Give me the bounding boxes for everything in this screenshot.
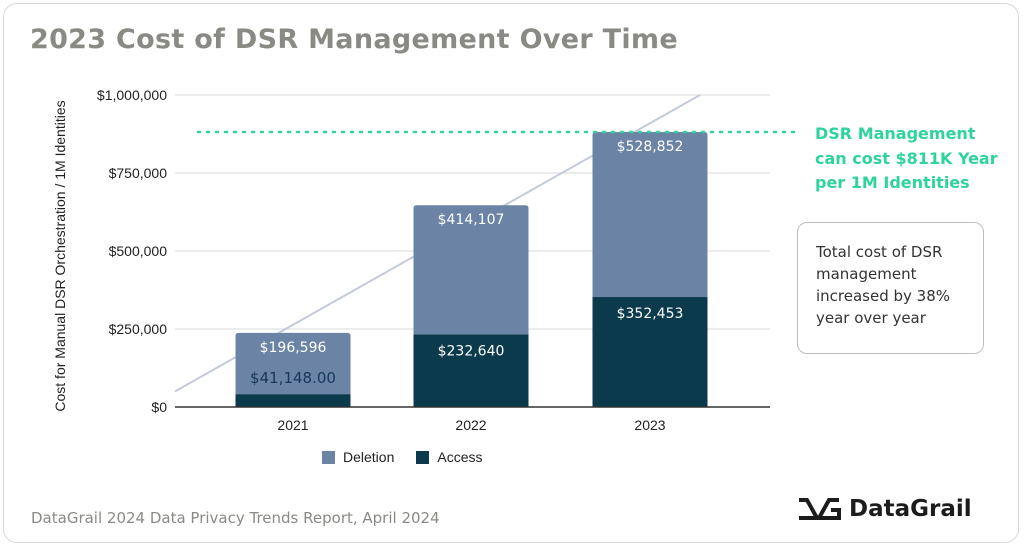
bar-deletion-2023 (592, 132, 708, 298)
chart-title: 2023 Cost of DSR Management Over Time (30, 24, 678, 55)
threshold-callout: DSR Management can cost $811K Year per 1… (815, 122, 998, 196)
bar-access-2021 (235, 394, 351, 407)
x-tick-label: 2022 (455, 417, 486, 433)
legend-item-deletion: Deletion (322, 449, 394, 465)
bar-deletion-2021 (235, 332, 351, 395)
bar-access-2022 (413, 334, 529, 407)
data-label-access: $41,148.00 (250, 369, 336, 387)
x-tick-label: 2023 (634, 417, 665, 433)
data-label-access: $352,453 (617, 306, 684, 322)
y-tick-label: $500,000 (109, 243, 168, 259)
data-label-deletion: $528,852 (617, 139, 684, 155)
threshold-callout-line: DSR Management (815, 124, 976, 143)
y-tick-label: $1,000,000 (97, 87, 167, 103)
legend: Deletion Access (322, 449, 483, 465)
y-tick-label: $750,000 (109, 165, 168, 181)
summary-callout: Total cost of DSR management increased b… (797, 222, 984, 354)
legend-label: Access (437, 449, 483, 465)
threshold-callout-line: can cost $811K Year (815, 148, 998, 168)
bar-deletion-2022 (413, 205, 529, 335)
data-label-deletion: $196,596 (260, 340, 327, 356)
threshold-callout-line: per 1M Identities (815, 173, 970, 192)
source-footer: DataGrail 2024 Data Privacy Trends Repor… (31, 509, 440, 527)
data-label-deletion: $414,107 (438, 212, 505, 228)
logo-text: DataGrail (849, 496, 972, 522)
x-tick-label: 2021 (277, 417, 308, 433)
bar-access-2023 (592, 297, 708, 407)
legend-item-access: Access (416, 449, 483, 465)
legend-swatch-access (416, 450, 430, 464)
y-tick-label: $250,000 (109, 321, 168, 337)
legend-swatch-deletion (322, 450, 335, 464)
legend-label: Deletion (343, 449, 395, 465)
datagrail-logo: DataGrail (797, 496, 972, 522)
y-tick-label: $0 (151, 399, 167, 415)
data-label-access: $232,640 (438, 343, 505, 359)
card-frame (3, 3, 1019, 543)
datagrail-logo-icon (799, 498, 841, 520)
